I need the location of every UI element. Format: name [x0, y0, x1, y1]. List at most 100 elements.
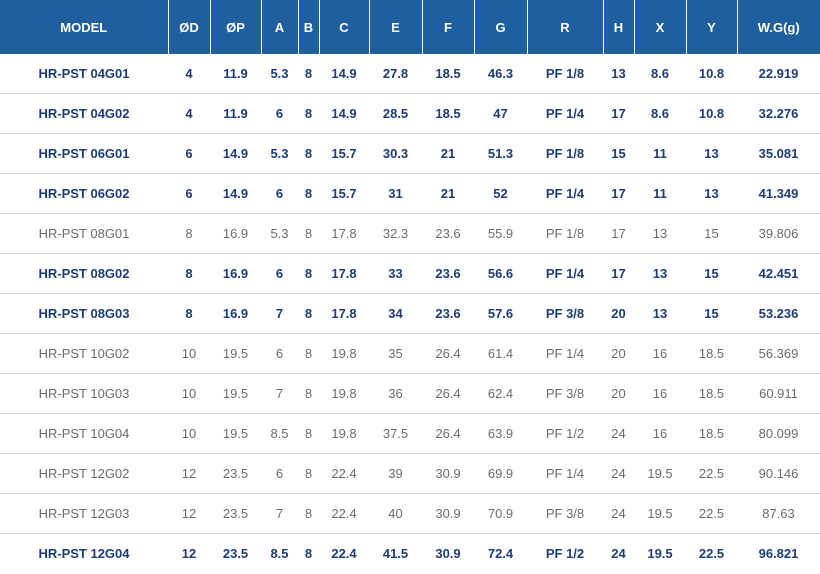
cell-op: 14.9	[210, 133, 261, 174]
cell-g: 72.4	[487, 546, 514, 561]
cell-x: 8.6	[634, 93, 686, 134]
cell-b: 8	[298, 253, 319, 294]
cell-f: 18.5	[422, 54, 474, 94]
header-weight: W.G(g)	[737, 0, 820, 54]
cell-h: 17	[603, 253, 634, 294]
cell-g: 62.4	[474, 373, 527, 414]
cell-h: 24	[603, 453, 634, 494]
cell-x: 19.5	[647, 546, 673, 561]
cell-y: 22.5	[686, 493, 737, 534]
cell-f: 30.9	[422, 453, 474, 494]
cell-e: 36	[369, 373, 422, 414]
cell-model: HR-PST 08G03	[0, 293, 168, 334]
header-a: A	[261, 0, 299, 54]
header-od: ØD	[168, 0, 211, 54]
cell-model: HR-PST 06G01	[0, 133, 168, 174]
cell-x: 16	[634, 413, 686, 454]
cell-od: 12	[181, 546, 197, 561]
cell-e: 41.5	[382, 546, 409, 561]
cell-op: 14.9	[210, 173, 261, 214]
cell-x: 19.5	[634, 493, 686, 534]
cell-od: 8	[168, 213, 210, 254]
cell-f: 30.9	[435, 546, 461, 561]
cell-y: 22.5	[686, 453, 737, 494]
cell-a: 6	[261, 93, 298, 134]
cell-g: 51.3	[474, 133, 527, 174]
cell-op: 19.5	[210, 373, 261, 414]
cell-b: 8	[298, 133, 319, 174]
cell-od: 6	[168, 133, 210, 174]
cell-c: 17.8	[319, 293, 369, 334]
cell-c: 15.7	[319, 133, 369, 174]
cell-model: HR-PST 08G02	[0, 253, 168, 294]
cell-op: 19.5	[210, 333, 261, 374]
cell-r: PF 3/8	[527, 293, 603, 334]
cell-op: 23.5	[222, 546, 249, 561]
cell-f: 23.6	[422, 213, 474, 254]
cell-op: 19.5	[210, 413, 261, 454]
cell-r: PF 1/8	[527, 213, 603, 254]
cell-g: 46.3	[474, 54, 527, 94]
cell-od: 12	[168, 493, 210, 534]
cell-e: 37.5	[369, 413, 422, 454]
cell-f: 26.4	[422, 333, 474, 374]
cell-x: 13	[634, 213, 686, 254]
cell-op: 16.9	[210, 253, 261, 294]
cell-c: 14.9	[319, 54, 369, 94]
cell-g: 70.9	[474, 493, 527, 534]
table-row: HR-PST 06G01 6 14.9 5.3 8 15.7 30.3 21 51.3 PF 1/…	[0, 133, 820, 174]
cell-r: PF 3/8	[527, 493, 603, 534]
cell-g: 55.9	[474, 213, 527, 254]
cell-h: 24	[603, 493, 634, 534]
header-row: MODEL ØD ØP A B C E F G R H X Y W.G(g)	[0, 0, 820, 54]
cell-weight: 90.146	[737, 453, 820, 494]
cell-r: PF 1/8	[527, 133, 603, 174]
cell-c: 22.4	[319, 453, 369, 494]
cell-a: 5.3	[261, 133, 298, 174]
cell-c: 17.8	[319, 213, 369, 254]
cell-f: 26.4	[422, 373, 474, 414]
cell-y: 10.8	[686, 93, 737, 134]
cell-g: 52	[474, 173, 527, 214]
cell-f: 18.5	[422, 93, 474, 134]
cell-od: 12	[168, 453, 210, 494]
cell-r: PF 1/4	[527, 253, 603, 294]
header-h: H	[603, 0, 635, 54]
cell-y: 13	[686, 173, 737, 214]
cell-weight: 41.349	[737, 173, 820, 214]
cell-a: 6	[261, 253, 298, 294]
cell-model: HR-PST 12G03	[0, 493, 168, 534]
cell-c: 19.8	[319, 333, 369, 374]
cell-b: 8	[298, 493, 319, 534]
table-header: MODEL ØD ØP A B C E F G R H X Y W.G(g)	[0, 0, 820, 54]
cell-b: 8	[298, 293, 319, 334]
cell-a: 7	[261, 493, 298, 534]
header-x: X	[634, 0, 687, 54]
cell-x: 19.5	[634, 453, 686, 494]
cell-y: 18.5	[686, 373, 737, 414]
table-row: HR-PST 10G02 10 19.5 6 8 19.8 35 26.4 61.4 PF 1/4…	[0, 333, 820, 374]
header-e: E	[369, 0, 423, 54]
cell-g: 63.9	[474, 413, 527, 454]
cell-g: 69.9	[474, 453, 527, 494]
cell-c: 22.4	[319, 493, 369, 534]
table-row: HR-PST 06G02 6 14.9 6 8 15.7 31 21 52 PF 1/4 17 11 1…	[0, 173, 820, 214]
cell-a: 6	[261, 453, 298, 494]
header-b: B	[298, 0, 320, 54]
cell-od: 6	[168, 173, 210, 214]
cell-y: 18.5	[686, 413, 737, 454]
table-row: HR-PST 10G03 10 19.5 7 8 19.8 36 26.4 62.4 PF 3/8…	[0, 373, 820, 414]
cell-b: 8	[298, 213, 319, 254]
cell-r: PF 1/4	[527, 93, 603, 134]
cell-weight: 35.081	[737, 133, 820, 174]
cell-e: 39	[369, 453, 422, 494]
cell-r: PF 1/2	[527, 413, 603, 454]
table-row: HR-PST 12G03 12 23.5 7 8 22.4 40 30.9 70.9 PF 3/8…	[0, 493, 820, 534]
cell-od: 4	[168, 93, 210, 134]
header-r: R	[527, 0, 604, 54]
cell-e: 28.5	[369, 93, 422, 134]
cell-a: 7	[261, 293, 298, 334]
table-row: HR-PST 08G02 8 16.9 6 8 17.8 33 23.6 56.6 PF 1/4 1…	[0, 253, 820, 294]
cell-model: HR-PST 06G02	[0, 173, 168, 214]
